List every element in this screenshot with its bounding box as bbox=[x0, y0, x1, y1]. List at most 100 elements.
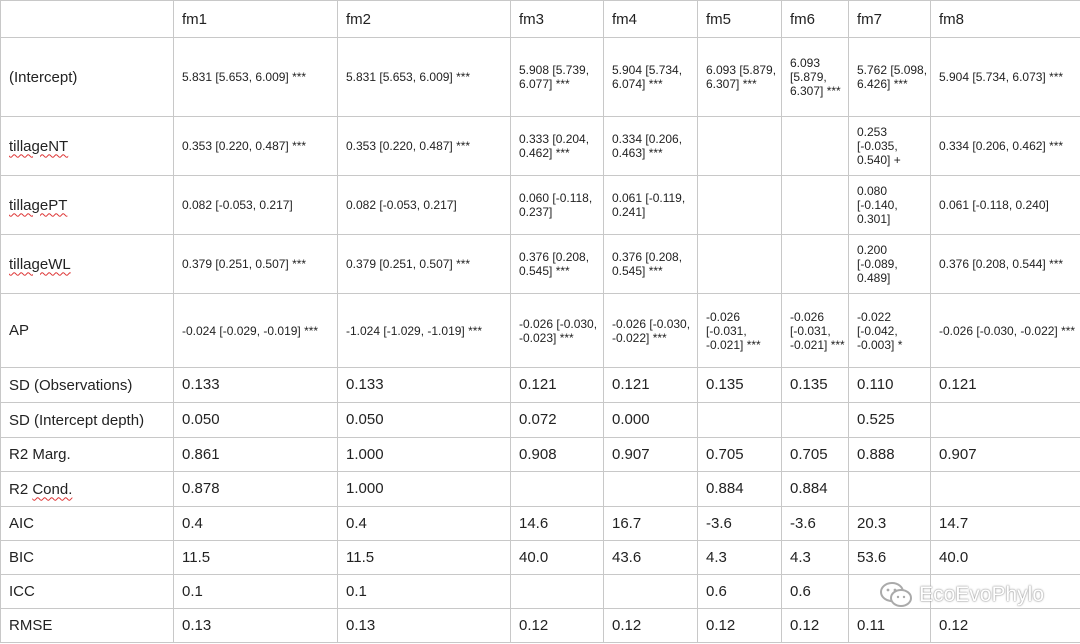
table-cell: 0.884 bbox=[697, 471, 782, 507]
table-cell: 40.0 bbox=[930, 540, 1080, 575]
table-cell: 0.072 bbox=[510, 402, 604, 438]
watermark: EcoEvoPhylo bbox=[879, 581, 1044, 609]
table-cell: 0.525 bbox=[848, 402, 931, 438]
table-cell: 0.12 bbox=[697, 608, 782, 643]
table-cell: 1.000 bbox=[337, 437, 511, 472]
table-cell: 0.133 bbox=[173, 367, 338, 403]
table-row: (Intercept) 5.831 [5.653, 6.009] *** 5.831… bbox=[0, 37, 1080, 117]
table-cell bbox=[781, 234, 849, 294]
table-cell: 0.110 bbox=[848, 367, 931, 403]
table-cell: 5.831 [5.653, 6.009] *** bbox=[337, 37, 511, 117]
row-label-text: ICC bbox=[9, 583, 35, 600]
row-label: tillageWL bbox=[0, 234, 174, 294]
row-label: tillageNT bbox=[0, 116, 174, 176]
watermark-text: EcoEvoPhylo bbox=[919, 583, 1044, 606]
row-label: SD (Observations) bbox=[0, 367, 174, 403]
table-cell: -0.022 [-0.042, -0.003] * bbox=[848, 293, 931, 368]
row-label-text: AP bbox=[9, 322, 30, 339]
row-label-text: tillageWL bbox=[9, 255, 71, 273]
table-cell bbox=[603, 471, 698, 507]
table-cell: 0.908 bbox=[510, 437, 604, 472]
table-row: BIC 11.5 11.5 40.0 43.6 4.3 4.3 53.6 40.0 bbox=[0, 540, 1080, 575]
table-row: R2 Cond. 0.878 1.000 0.884 0.884 bbox=[0, 471, 1080, 507]
table-cell: 0.6 bbox=[781, 574, 849, 609]
table-cell: 0.253 [-0.035, 0.540] + bbox=[848, 116, 931, 176]
row-label-word: Cond. bbox=[32, 480, 73, 498]
header-fm8: fm8 bbox=[930, 0, 1080, 38]
table-cell: 4.3 bbox=[697, 540, 782, 575]
table-cell: -0.026 [-0.031, -0.021] *** bbox=[781, 293, 849, 368]
table-cell: 0.376 [0.208, 0.544] *** bbox=[930, 234, 1080, 294]
table-cell: 0.888 bbox=[848, 437, 931, 472]
table-cell: 0.334 [0.206, 0.463] *** bbox=[603, 116, 698, 176]
table-cell: 0.000 bbox=[603, 402, 698, 438]
table-cell: 0.907 bbox=[930, 437, 1080, 472]
header-fm4: fm4 bbox=[603, 0, 698, 38]
table-row: R2 Marg. 0.861 1.000 0.908 0.907 0.705 0.705 0.… bbox=[0, 437, 1080, 472]
table-cell: 0.080 [-0.140, 0.301] bbox=[848, 175, 931, 235]
table-cell: 0.12 bbox=[930, 608, 1080, 643]
row-label: R2 Cond. bbox=[0, 471, 174, 507]
table-cell: 0.4 bbox=[173, 506, 338, 541]
table-cell: 0.705 bbox=[781, 437, 849, 472]
table-cell: 0.6 bbox=[697, 574, 782, 609]
table-cell: 0.376 [0.208, 0.545] *** bbox=[510, 234, 604, 294]
table-cell: 0.12 bbox=[510, 608, 604, 643]
table-row: tillagePT 0.082 [-0.053, 0.217] 0.082 [-0.… bbox=[0, 175, 1080, 235]
table-cell: 0.333 [0.204, 0.462] *** bbox=[510, 116, 604, 176]
table-cell: 11.5 bbox=[337, 540, 511, 575]
table-cell: -0.024 [-0.029, -0.019] *** bbox=[173, 293, 338, 368]
table-row: SD (Observations) 0.133 0.133 0.121 0.121 0.1… bbox=[0, 367, 1080, 403]
table-cell: 5.831 [5.653, 6.009] *** bbox=[173, 37, 338, 117]
table-cell: -3.6 bbox=[781, 506, 849, 541]
table-cell: 5.904 [5.734, 6.074] *** bbox=[603, 37, 698, 117]
table-cell: 0.13 bbox=[337, 608, 511, 643]
wechat-icon bbox=[880, 582, 913, 607]
table-cell: 40.0 bbox=[510, 540, 604, 575]
table-row: tillageWL 0.379 [0.251, 0.507] *** 0.379 [… bbox=[0, 234, 1080, 294]
table-cell: 0.334 [0.206, 0.462] *** bbox=[930, 116, 1080, 176]
table-cell bbox=[781, 116, 849, 176]
table-cell: 0.121 bbox=[510, 367, 604, 403]
table-cell: 0.907 bbox=[603, 437, 698, 472]
row-label-text: tillagePT bbox=[9, 196, 68, 214]
row-label-text: R2 Cond. bbox=[9, 480, 73, 498]
table-cell: 0.135 bbox=[781, 367, 849, 403]
row-label: SD (Intercept depth) bbox=[0, 402, 174, 438]
row-label-text: RMSE bbox=[9, 617, 53, 634]
row-label: RMSE bbox=[0, 608, 174, 643]
table-cell: 16.7 bbox=[603, 506, 698, 541]
table-cell: 43.6 bbox=[603, 540, 698, 575]
table-cell: 0.082 [-0.053, 0.217] bbox=[337, 175, 511, 235]
table-cell: -0.026 [-0.030, -0.023] *** bbox=[510, 293, 604, 368]
row-label: ICC bbox=[0, 574, 174, 609]
header-row: fm1 fm2 fm3 fm4 fm5 fm6 fm7 fm8 bbox=[0, 0, 1080, 38]
table-cell: 53.6 bbox=[848, 540, 931, 575]
table-row: AIC 0.4 0.4 14.6 16.7 -3.6 -3.6 20.3 14.7 bbox=[0, 506, 1080, 541]
table-cell: 0.135 bbox=[697, 367, 782, 403]
table-cell: 0.050 bbox=[173, 402, 338, 438]
table-cell: -0.026 [-0.031, -0.021] *** bbox=[697, 293, 782, 368]
row-label-text: R2 Marg. bbox=[9, 446, 71, 463]
table-cell: 0.121 bbox=[930, 367, 1080, 403]
table-cell bbox=[930, 471, 1080, 507]
table-cell: -3.6 bbox=[697, 506, 782, 541]
header-fm5: fm5 bbox=[697, 0, 782, 38]
table-cell: 0.353 [0.220, 0.487] *** bbox=[337, 116, 511, 176]
table-cell: 0.379 [0.251, 0.507] *** bbox=[337, 234, 511, 294]
row-label-text: AIC bbox=[9, 515, 35, 532]
table-cell: 0.878 bbox=[173, 471, 338, 507]
header-fm7: fm7 bbox=[848, 0, 931, 38]
table-cell bbox=[697, 116, 782, 176]
table-cell: 0.200 [-0.089, 0.489] bbox=[848, 234, 931, 294]
header-corner bbox=[0, 0, 174, 38]
table-cell: 0.11 bbox=[848, 608, 931, 643]
table-cell: 0.121 bbox=[603, 367, 698, 403]
row-label: BIC bbox=[0, 540, 174, 575]
table-row: AP -0.024 [-0.029, -0.019] *** -1.024 [-1.… bbox=[0, 293, 1080, 368]
table-cell bbox=[848, 471, 931, 507]
table-cell: 14.7 bbox=[930, 506, 1080, 541]
table-cell: 20.3 bbox=[848, 506, 931, 541]
row-label: (Intercept) bbox=[0, 37, 174, 117]
